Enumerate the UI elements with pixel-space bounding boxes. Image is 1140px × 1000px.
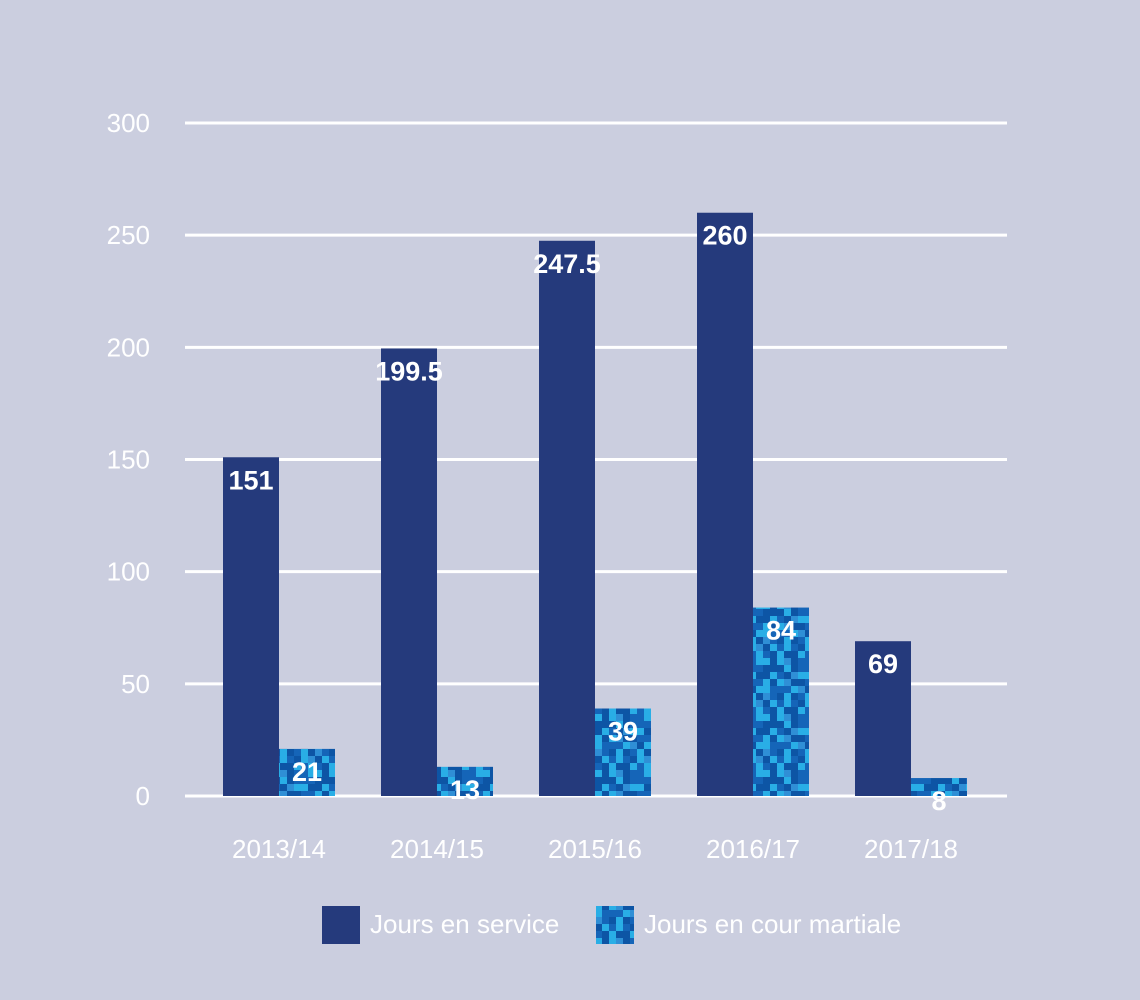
bar-value-label: 199.5 bbox=[375, 356, 443, 386]
y-tick-label: 100 bbox=[107, 557, 150, 587]
x-tick-label: 2014/15 bbox=[390, 834, 484, 864]
grid-lines bbox=[185, 121, 1007, 798]
legend: Jours en service Jours en cour martiale bbox=[322, 906, 901, 944]
x-tick-label: 2013/14 bbox=[232, 834, 326, 864]
y-tick-label: 300 bbox=[107, 108, 150, 138]
bar-cour-martiale-2016-17 bbox=[753, 607, 809, 796]
bars bbox=[223, 212, 967, 796]
bar-cour-martiale-2014-15 bbox=[437, 766, 493, 796]
bar-value-label: 151 bbox=[228, 465, 273, 495]
bar-value-label: 21 bbox=[292, 757, 322, 787]
bar-service-2014-15 bbox=[381, 348, 437, 796]
bar-service-2013-14 bbox=[223, 457, 279, 796]
x-axis-ticks: 2013/14 2014/15 2015/16 2016/17 2017/18 bbox=[232, 834, 958, 864]
bar-cour-martiale-2015-16 bbox=[595, 708, 651, 796]
legend-label-cour-martiale: Jours en cour martiale bbox=[644, 909, 901, 939]
y-tick-label: 250 bbox=[107, 220, 150, 250]
bar-value-label: 8 bbox=[931, 786, 946, 816]
y-tick-label: 200 bbox=[107, 332, 150, 362]
y-tick-label: 150 bbox=[107, 445, 150, 475]
legend-swatch-service bbox=[322, 906, 360, 944]
bar-service-2015-16 bbox=[539, 240, 595, 796]
x-tick-label: 2016/17 bbox=[706, 834, 800, 864]
bar-service-2017-18 bbox=[855, 641, 911, 796]
x-tick-label: 2017/18 bbox=[864, 834, 958, 864]
bar-service-2016-17 bbox=[697, 212, 753, 796]
bar-value-labels: 151 21 199.5 13 247.5 39 260 84 69 8 bbox=[228, 221, 946, 816]
bar-value-label: 260 bbox=[702, 221, 747, 251]
legend-swatch-cour-martiale bbox=[596, 906, 634, 944]
bar-value-label: 84 bbox=[766, 616, 796, 646]
bar-cour-martiale-2013-14 bbox=[279, 748, 335, 796]
bar-value-label: 69 bbox=[868, 649, 898, 679]
bar-value-label: 247.5 bbox=[533, 249, 601, 279]
bar-value-label: 39 bbox=[608, 717, 638, 747]
x-tick-label: 2015/16 bbox=[548, 834, 642, 864]
y-axis-ticks: 0 50 100 150 200 250 300 bbox=[107, 108, 150, 811]
y-tick-label: 0 bbox=[136, 781, 150, 811]
legend-label-service: Jours en service bbox=[370, 909, 559, 939]
y-tick-label: 50 bbox=[121, 669, 150, 699]
bar-cour-martiale-2017-18 bbox=[911, 778, 967, 796]
bar-value-label: 13 bbox=[450, 775, 480, 805]
